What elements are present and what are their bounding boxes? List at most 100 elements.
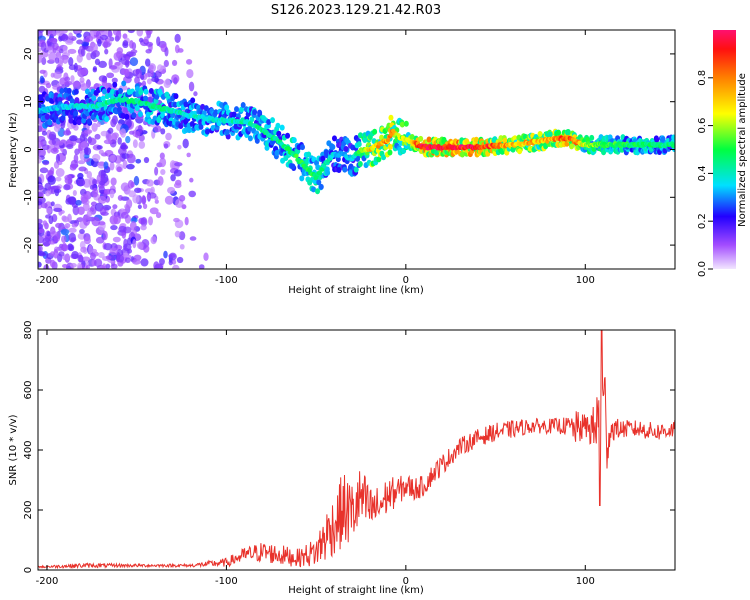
ridge-halo xyxy=(213,109,219,116)
noise-blob xyxy=(102,230,108,241)
noise-blob xyxy=(94,133,101,140)
noise-blob xyxy=(193,91,198,97)
ridge-halo xyxy=(110,88,116,95)
noise-blob xyxy=(38,184,44,191)
y-tick-label: -10 xyxy=(23,189,34,205)
noise-blob xyxy=(105,255,112,260)
ridge-halo xyxy=(335,156,341,163)
noise-blob xyxy=(41,57,47,66)
noise-blob xyxy=(38,192,44,197)
noise-blob xyxy=(128,51,137,57)
noise-blob xyxy=(128,190,136,198)
noise-blob xyxy=(71,223,78,228)
noise-blob xyxy=(77,160,86,165)
noise-blob xyxy=(179,243,185,250)
noise-blob xyxy=(128,130,135,135)
noise-blob xyxy=(137,124,143,134)
ridge-halo xyxy=(316,179,322,186)
ridge-halo xyxy=(318,183,324,190)
ridge-halo xyxy=(190,97,196,104)
snr-frame xyxy=(37,329,676,571)
noise-blob xyxy=(107,30,113,38)
noise-blob xyxy=(75,138,84,144)
noise-blob xyxy=(159,157,167,168)
noise-blob xyxy=(53,207,63,213)
noise-blob xyxy=(134,130,140,139)
noise-blob xyxy=(154,263,164,269)
ridge-halo xyxy=(143,95,149,102)
noise-blob xyxy=(135,158,142,164)
noise-blob xyxy=(79,151,85,161)
ridge-halo xyxy=(143,88,149,95)
noise-blob xyxy=(154,166,159,176)
noise-blob xyxy=(62,216,70,223)
noise-blob xyxy=(156,36,161,47)
noise-blob xyxy=(68,32,73,39)
noise-blob xyxy=(50,201,55,207)
ridge-halo xyxy=(266,119,272,126)
colorbar-tick-label: 0.8 xyxy=(697,70,708,86)
ridge-core xyxy=(320,167,325,172)
ridge-halo xyxy=(198,123,204,130)
noise-blob xyxy=(137,204,142,210)
noise-blob xyxy=(91,187,99,198)
noise-blob xyxy=(92,153,101,162)
noise-blob xyxy=(149,64,154,70)
noise-blob xyxy=(164,195,174,205)
colorbar-tick-label: 0.0 xyxy=(697,261,708,277)
noise-blob xyxy=(144,58,151,67)
noise-blob xyxy=(99,34,109,41)
noise-blob xyxy=(45,46,53,51)
noise-blob xyxy=(40,41,47,52)
noise-blob xyxy=(146,179,154,187)
noise-blob xyxy=(60,244,69,252)
ridge-halo xyxy=(387,149,393,156)
snr-panel: -200 -100 0 100 0 200 400 600 800 Height of str… xyxy=(8,320,676,596)
noise-blob xyxy=(56,140,64,146)
noise-blob xyxy=(92,178,98,186)
noise-blob xyxy=(148,216,153,226)
ridge-core xyxy=(385,138,391,143)
ridge-halo xyxy=(234,106,240,113)
noise-blob xyxy=(38,176,42,185)
ridge-halo xyxy=(60,115,66,122)
noise-blob xyxy=(69,263,77,268)
ridge-halo xyxy=(173,93,179,100)
noise-blob xyxy=(91,216,101,227)
noise-blob xyxy=(188,190,197,198)
ridge-halo xyxy=(154,93,160,100)
noise-blob xyxy=(117,194,124,201)
noise-blob xyxy=(120,142,127,150)
ridge-halo xyxy=(353,166,359,173)
colorbar-tick-label: 0.2 xyxy=(697,213,708,229)
noise-blob xyxy=(53,249,59,259)
noise-blob xyxy=(178,231,186,241)
ridge-halo xyxy=(124,113,130,120)
noise-blob xyxy=(173,169,182,177)
noise-blob xyxy=(124,257,131,263)
noise-blob xyxy=(70,75,75,83)
noise-blob xyxy=(67,177,73,185)
noise-blob xyxy=(68,245,75,252)
ridge-halo xyxy=(194,124,200,131)
ridge-halo xyxy=(473,136,479,143)
noise-blob xyxy=(55,222,62,229)
noise-blob xyxy=(86,210,93,217)
noise-blob xyxy=(132,259,141,265)
noise-blob xyxy=(123,68,130,78)
noise-blob xyxy=(108,65,118,70)
ridge-halo xyxy=(76,119,82,126)
noise-blob xyxy=(171,59,178,66)
noise-blob xyxy=(174,230,181,238)
noise-blob xyxy=(125,56,131,61)
noise-blob xyxy=(103,139,113,145)
ridge-halo xyxy=(376,156,382,163)
ridge-halo xyxy=(654,136,660,143)
snr-x-axis: -200 -100 0 100 xyxy=(36,330,595,587)
ridge-halo xyxy=(381,154,387,161)
ridge-halo xyxy=(426,136,432,143)
noise-blob xyxy=(39,51,49,58)
noise-blob xyxy=(48,37,58,43)
noise-blob xyxy=(60,228,70,236)
noise-blob xyxy=(169,160,176,170)
